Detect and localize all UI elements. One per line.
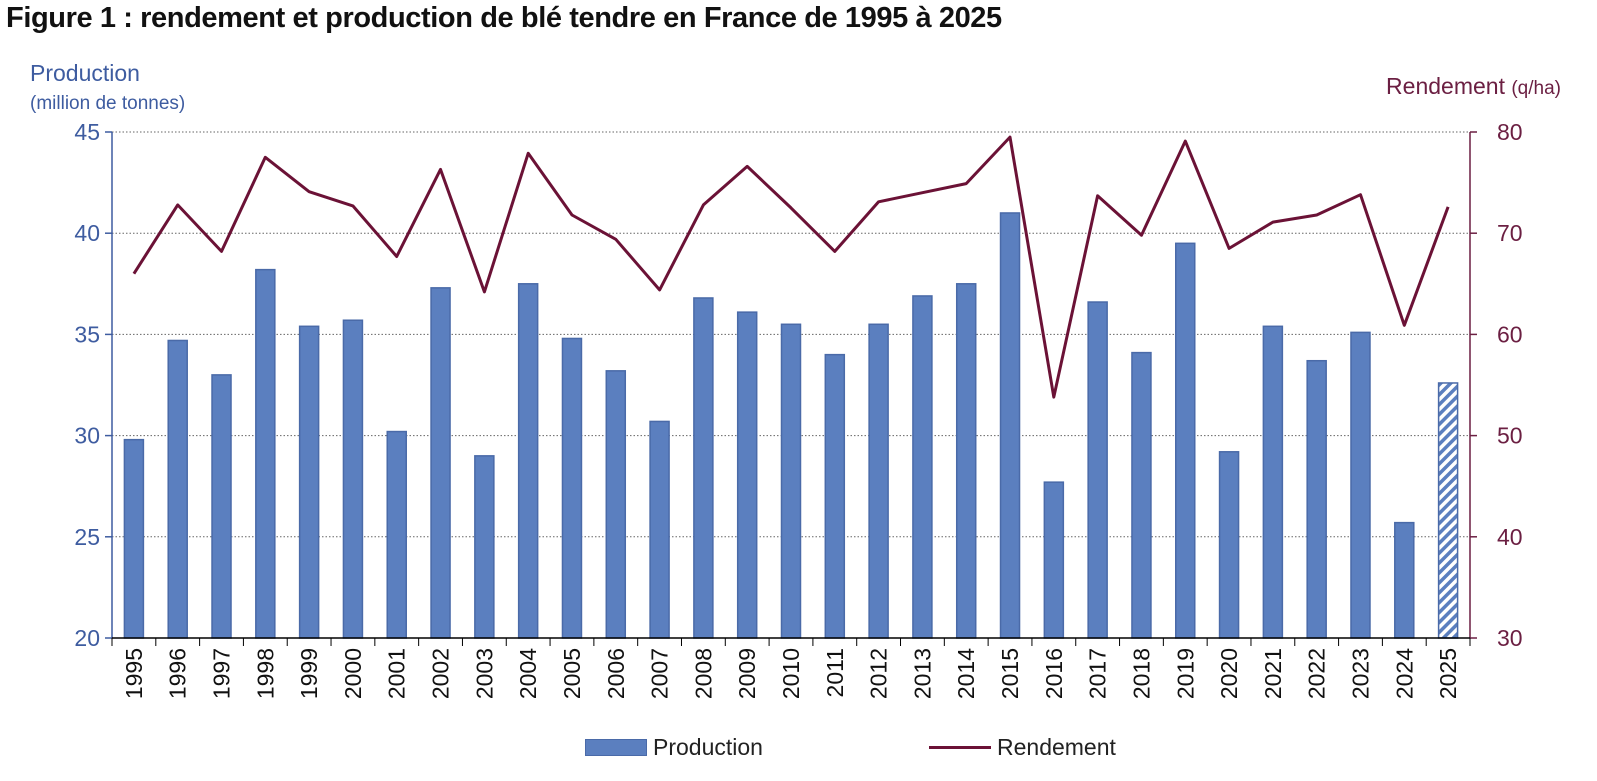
legend-rendement-swatch [929,746,991,749]
production-bar-2011 [824,353,846,639]
production-bar-2001 [386,430,407,639]
x-tick-label: 2012 [866,648,892,699]
x-tick-label: 2010 [778,648,804,699]
production-bar-2009 [736,311,758,639]
production-bar-2002 [430,287,451,639]
right-tick-label: 30 [1497,625,1523,651]
x-tick-label: 2014 [953,648,979,699]
x-tick-label: 1995 [121,648,147,699]
x-tick-label: 2001 [384,648,410,699]
left-axis-title: Production [30,60,140,86]
x-tick-label: 1997 [209,648,235,699]
x-tick-label: 2018 [1128,648,1154,699]
chart-title: Figure 1 : rendement et production de bl… [6,2,1002,34]
x-tick-label: 2000 [340,648,366,699]
legend-production: Production [585,734,763,761]
production-bar-2016 [1043,481,1065,639]
production-bar-1996 [167,339,188,639]
x-tick-label: 2024 [1391,648,1417,699]
left-tick-label: 45 [74,119,100,145]
right-tick-label: 60 [1497,321,1523,347]
production-bar-2012 [868,323,889,639]
left-tick-label: 20 [74,625,100,651]
x-tick-label: 2023 [1347,648,1373,699]
production-bar-2017 [1087,301,1108,639]
left-tick-label: 35 [74,321,100,347]
production-bar-2005 [561,337,583,639]
production-bar-2004 [517,283,539,639]
left-tick-label: 40 [74,220,100,246]
production-bar-1997 [211,374,232,639]
legend-production-swatch [585,739,647,756]
production-bar-2010 [780,323,802,639]
production-bar-1999 [298,325,320,639]
x-tick-label: 2016 [1041,648,1067,699]
x-tick-label: 2021 [1260,648,1286,699]
production-bar-2000 [342,319,364,639]
legend-rendement: Rendement [929,734,1116,761]
x-tick-label: 2011 [822,648,848,697]
production-bar-2013 [912,295,933,639]
x-tick-label: 2005 [559,648,585,699]
production-bar-2024 [1394,521,1415,639]
x-tick-label: 2017 [1085,648,1111,699]
production-bar-2003 [474,455,495,639]
production-bar-1998 [255,268,276,639]
right-axis-unit: (q/ha) [1511,78,1561,99]
x-tick-label: 2007 [647,648,673,699]
production-bar-2006 [605,370,627,639]
production-bar-2018 [1131,351,1152,639]
left-tick-label: 30 [74,423,100,449]
x-tick-label: 2019 [1172,648,1198,699]
x-tick-label: 2008 [690,648,716,699]
legend-rendement-label: Rendement [997,734,1116,760]
x-tick-label: 2002 [428,648,454,699]
production-bar-2025 [1437,382,1459,639]
right-axis-title: Rendement (q/ha) [1386,73,1561,100]
production-bar-2014 [955,283,977,639]
x-tick-label: 2015 [997,648,1023,699]
production-bar-2022 [1306,359,1327,639]
x-tick-label: 1999 [296,648,322,699]
x-tick-label: 2003 [471,648,497,699]
legend: Production Rendement [0,734,1597,764]
right-tick-label: 80 [1497,119,1523,145]
production-bar-2023 [1350,331,1371,639]
right-tick-label: 50 [1497,423,1523,449]
left-tick-label: 25 [74,524,100,550]
x-tick-label: 1996 [165,648,191,699]
x-tick-label: 2025 [1435,648,1461,699]
x-tick-label: 1998 [252,648,278,699]
production-bar-2021 [1262,325,1284,639]
x-tick-label: 2009 [734,648,760,699]
production-bar-2019 [1175,242,1196,639]
production-bar-2020 [1218,451,1240,639]
x-tick-label: 2022 [1304,648,1330,699]
production-bar-1995 [123,438,145,639]
right-axis-label: Rendement [1386,73,1505,99]
production-bar-2008 [693,297,714,639]
x-tick-label: 2006 [603,648,629,699]
x-tick-label: 2004 [515,648,541,699]
left-axis-unit: (million de tonnes) [30,93,186,114]
rendement-line [132,135,1450,399]
production-bar-2015 [999,212,1021,639]
right-tick-label: 40 [1497,524,1523,550]
production-bar-2007 [649,420,670,639]
right-tick-label: 70 [1497,220,1523,246]
x-tick-label: 2020 [1216,648,1242,699]
x-tick-label: 2013 [909,648,935,699]
legend-production-label: Production [653,734,763,760]
